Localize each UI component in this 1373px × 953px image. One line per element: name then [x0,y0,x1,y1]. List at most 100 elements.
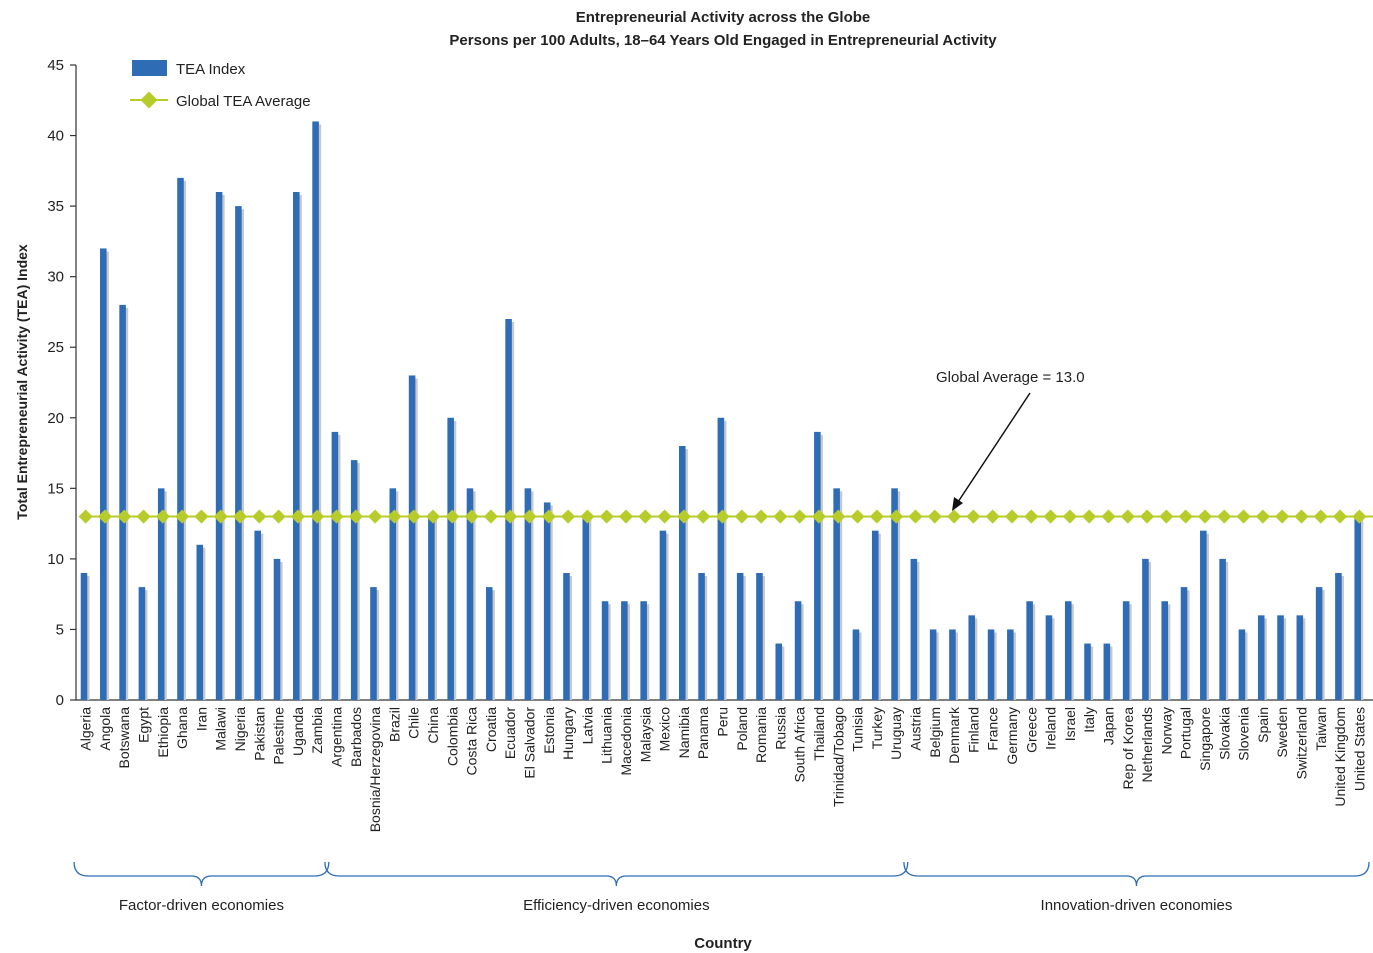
average-marker [985,509,1000,524]
x-tick-label: Malawi [213,707,229,751]
economy-groups: Factor-driven economies Efficiency-driven… [73,861,1370,914]
average-marker [734,509,749,524]
bar [1200,530,1207,700]
group-brace [73,861,330,887]
bar [1007,629,1014,700]
bar [640,601,647,700]
group-brace [324,861,909,887]
x-tick-label: Argentina [329,707,345,767]
x-tick-label: Israel [1062,707,1078,741]
bar [215,192,223,700]
x-tick-label: Austria [907,707,923,751]
average-marker [329,509,344,524]
average-marker [1062,509,1077,524]
bar [1238,629,1246,700]
average-marker [175,509,190,524]
average-marker [561,509,576,524]
bar [447,417,454,700]
bar [157,488,165,700]
bar [350,460,358,700]
bar [1122,601,1130,700]
x-tick-label: Pakistan [251,707,267,761]
y-tick-label: 25 [47,339,64,356]
bar [794,601,802,700]
bar [1142,558,1149,700]
average-marker [155,509,170,524]
average-marker [1178,509,1193,524]
average-marker [773,509,788,524]
bar [119,304,126,700]
average-marker [1139,509,1155,524]
bar [1335,573,1342,700]
x-tick-label: Ghana [174,707,190,749]
x-tick-label: Zambia [309,707,325,754]
x-tick-label: Barbados [348,707,364,767]
bar [621,601,628,700]
bar [659,530,667,700]
x-tick-label: Panama [695,707,711,759]
bar [891,488,898,700]
average-annotation-arrowhead [952,497,963,511]
y-tick-label: 0 [56,692,64,709]
bar [505,319,512,700]
x-tick-label: Belgium [927,707,943,758]
average-marker [1004,509,1020,524]
x-tick-label: El Salvador [522,707,538,779]
x-tick-label: Nigeria [232,707,248,752]
average-marker [117,509,132,524]
x-tick-label: Brazil [386,707,402,742]
x-tick-label: Norway [1158,707,1174,754]
average-marker [464,509,479,524]
average-marker [78,509,93,524]
average-marker [1255,509,1270,524]
average-marker [271,509,286,524]
bar [254,530,261,700]
average-marker [1197,509,1213,524]
average-marker [348,509,363,524]
average-marker [194,509,209,524]
average-marker [1120,509,1135,524]
average-marker [1294,509,1309,524]
bar [1296,615,1304,700]
bar [1045,615,1053,700]
x-tick-label: Romania [753,707,769,763]
average-marker [908,509,923,524]
bar [428,516,435,700]
group-label: Innovation-driven economies [1041,897,1233,914]
y-tick-label: 20 [47,410,64,427]
x-tick-label: Palestine [271,707,287,765]
average-annotation: Global Average = 13.0 [936,369,1085,511]
y-tick-label: 45 [47,57,64,74]
bar [698,573,705,700]
average-marker [252,509,267,524]
x-tick-label: Denmark [946,706,962,764]
average-marker [483,509,498,524]
x-tick-label: Poland [734,707,750,751]
bar [293,192,300,700]
average-marker [676,509,691,524]
average-marker [1236,509,1251,524]
x-tick-label: Ecuador [502,707,518,759]
x-tick-label: Mexico [657,707,673,752]
average-marker [599,509,614,524]
x-tick-label: Costa Rica [464,707,480,776]
bar [524,488,532,700]
x-tick-label: Algeria [78,707,94,751]
y-axis-ticks: 0 5 10 15 20 25 30 35 40 45 [47,57,76,709]
y-tick-label: 10 [47,551,64,568]
average-marker [1217,509,1232,524]
average-marker [541,509,556,524]
x-tick-label: Ethiopia [155,707,171,758]
x-tick-label: Finland [965,707,981,753]
average-marker [290,509,306,524]
bar [80,573,88,700]
legend-tea-label: TEA Index [176,61,246,78]
bar [1315,587,1323,700]
bar [1277,615,1284,700]
average-marker [618,509,634,524]
average-marker [425,509,441,524]
x-tick-label: South Africa [792,707,808,783]
bar [543,502,551,700]
average-marker [1101,509,1116,524]
